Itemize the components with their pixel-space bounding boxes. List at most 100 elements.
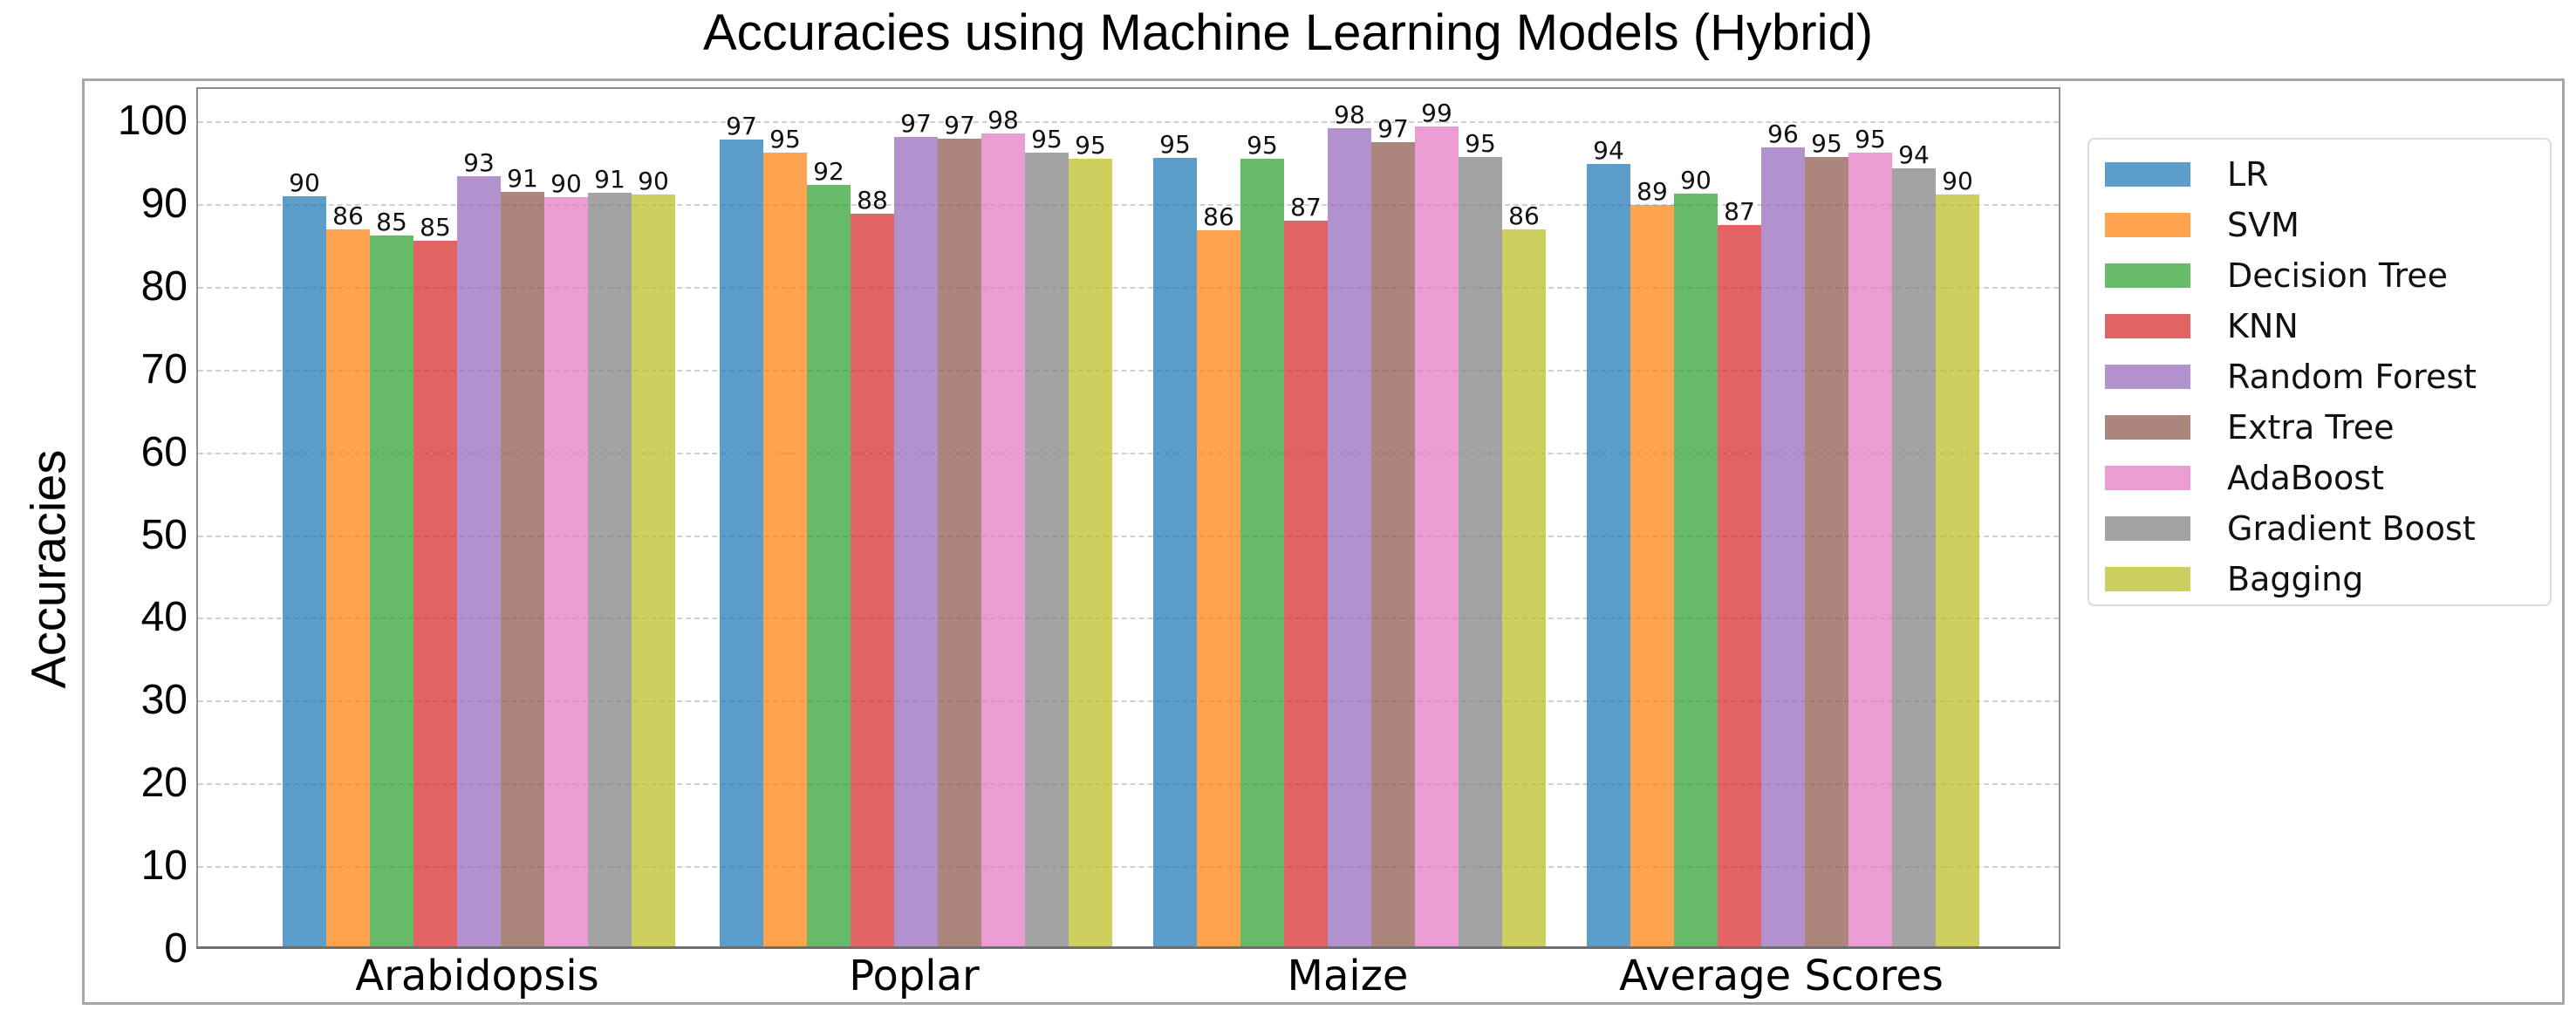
bar-random-forest-maize: [1328, 128, 1371, 946]
bar-value-label: 90: [550, 169, 582, 199]
legend-swatch-icon: [2105, 162, 2190, 187]
bar-lr-arabidopsis: [283, 196, 326, 946]
bar-value-label: 95: [769, 124, 801, 154]
bar-value-label: 91: [594, 165, 625, 194]
bar-value-label: 94: [1593, 136, 1624, 166]
bar-knn-arabidopsis: [413, 240, 457, 946]
bar-decision-tree-arabidopsis: [370, 235, 413, 946]
legend-item: LR: [2105, 155, 2269, 194]
legend-item: SVM: [2105, 206, 2299, 244]
y-axis-label: Accuracies: [20, 449, 76, 689]
gridline: [198, 700, 2059, 703]
bar-gradient-boost-maize: [1459, 156, 1502, 946]
legend-label: Random Forest: [2227, 358, 2477, 396]
bar-value-label: 97: [726, 111, 757, 140]
x-tick-label: Poplar: [849, 952, 980, 1000]
y-tick-label: 60: [140, 428, 188, 475]
legend-item: Random Forest: [2105, 358, 2477, 396]
bar-value-label: 87: [1724, 197, 1755, 227]
gridline: [198, 203, 2059, 206]
bar-adaboost-poplar: [981, 133, 1025, 946]
bar-value-label: 85: [376, 207, 407, 236]
legend-swatch-icon: [2105, 415, 2190, 440]
legend-item: Decision Tree: [2105, 256, 2449, 295]
bar-value-label: 93: [463, 148, 495, 178]
bar-knn-maize: [1284, 220, 1328, 946]
bar-value-label: 89: [1636, 176, 1668, 206]
bar-value-label: 95: [1465, 128, 1496, 158]
gridline: [198, 452, 2059, 454]
bar-adaboost-average-scores: [1848, 152, 1892, 946]
legend-swatch-icon: [2105, 213, 2190, 237]
bar-value-label: 90: [638, 167, 669, 196]
legend-label: Extra Tree: [2227, 408, 2395, 447]
bar-value-label: 98: [987, 106, 1019, 135]
bar-gradient-boost-arabidopsis: [588, 193, 632, 946]
legend-label: AdaBoost: [2227, 459, 2384, 497]
chart-title: Accuracies using Machine Learning Models…: [702, 4, 1874, 61]
bar-svm-poplar: [763, 152, 807, 946]
bar-value-label: 92: [813, 156, 844, 186]
bar-value-label: 95: [1855, 124, 1886, 154]
bar-value-label: 90: [289, 168, 320, 198]
legend-label: Decision Tree: [2227, 256, 2449, 295]
x-tick-label: Average Scores: [1619, 952, 1944, 1000]
bar-value-label: 95: [1075, 130, 1106, 160]
bar-value-label: 87: [1290, 192, 1322, 222]
gridline: [198, 369, 2059, 372]
bar-value-label: 90: [1942, 167, 1973, 196]
y-tick-label: 90: [140, 180, 188, 227]
bar-svm-arabidopsis: [326, 229, 370, 946]
bar-random-forest-average-scores: [1761, 147, 1805, 946]
bar-svm-maize: [1197, 230, 1240, 946]
bar-value-label: 99: [1421, 98, 1452, 127]
y-tick-label: 70: [140, 345, 188, 392]
legend-swatch-icon: [2105, 567, 2190, 591]
legend-item: Extra Tree: [2105, 408, 2395, 447]
y-tick-label: 50: [140, 511, 188, 558]
bar-value-label: 97: [900, 108, 932, 138]
gridline: [198, 121, 2059, 123]
legend-item: Bagging: [2105, 560, 2364, 598]
y-tick-label: 40: [140, 594, 188, 641]
legend-label: Gradient Boost: [2227, 509, 2476, 548]
y-tick-label: 10: [140, 843, 188, 890]
bar-value-label: 86: [332, 201, 364, 231]
bar-lr-poplar: [720, 139, 763, 946]
bar-extra-tree-arabidopsis: [501, 191, 544, 946]
bar-decision-tree-maize: [1240, 158, 1284, 946]
legend: LR SVM Decision Tree KNN Random Forest Extra …: [2087, 138, 2552, 606]
bar-adaboost-maize: [1415, 126, 1459, 946]
bar-value-label: 95: [1811, 128, 1842, 158]
legend-label: SVM: [2227, 206, 2299, 244]
bar-bagging-average-scores: [1936, 194, 1979, 946]
legend-label: Bagging: [2227, 560, 2364, 598]
bar-decision-tree-poplar: [807, 184, 851, 946]
bar-gradient-boost-poplar: [1025, 152, 1069, 946]
bar-knn-average-scores: [1718, 225, 1761, 946]
bar-value-label: 96: [1767, 119, 1799, 149]
bar-extra-tree-poplar: [938, 138, 981, 946]
bar-value-label: 95: [1247, 130, 1278, 160]
plot-area: 90 97 95 94 86 95 86 89 85 92 95 90 85 88 87 87 93 97 98 96…: [196, 87, 2060, 949]
gridline: [198, 618, 2059, 620]
gridline: [198, 866, 2059, 869]
legend-label: KNN: [2227, 307, 2299, 345]
bar-value-label: 97: [944, 110, 975, 140]
bar-value-label: 91: [507, 163, 538, 193]
legend-swatch-icon: [2105, 365, 2190, 389]
legend-item: Gradient Boost: [2105, 509, 2476, 548]
bar-extra-tree-average-scores: [1805, 156, 1848, 946]
figure-frame: [82, 78, 2565, 1005]
bar-value-label: 85: [420, 212, 451, 242]
legend-label: LR: [2227, 155, 2269, 194]
bar-value-label: 90: [1680, 166, 1712, 195]
bar-value-label: 98: [1334, 100, 1365, 130]
legend-swatch-icon: [2105, 466, 2190, 490]
legend-swatch-icon: [2105, 516, 2190, 541]
bar-svm-average-scores: [1630, 204, 1674, 946]
bar-adaboost-arabidopsis: [544, 197, 588, 946]
bar-random-forest-poplar: [894, 136, 938, 946]
y-tick-label: 30: [140, 677, 188, 724]
bar-decision-tree-average-scores: [1674, 194, 1718, 946]
